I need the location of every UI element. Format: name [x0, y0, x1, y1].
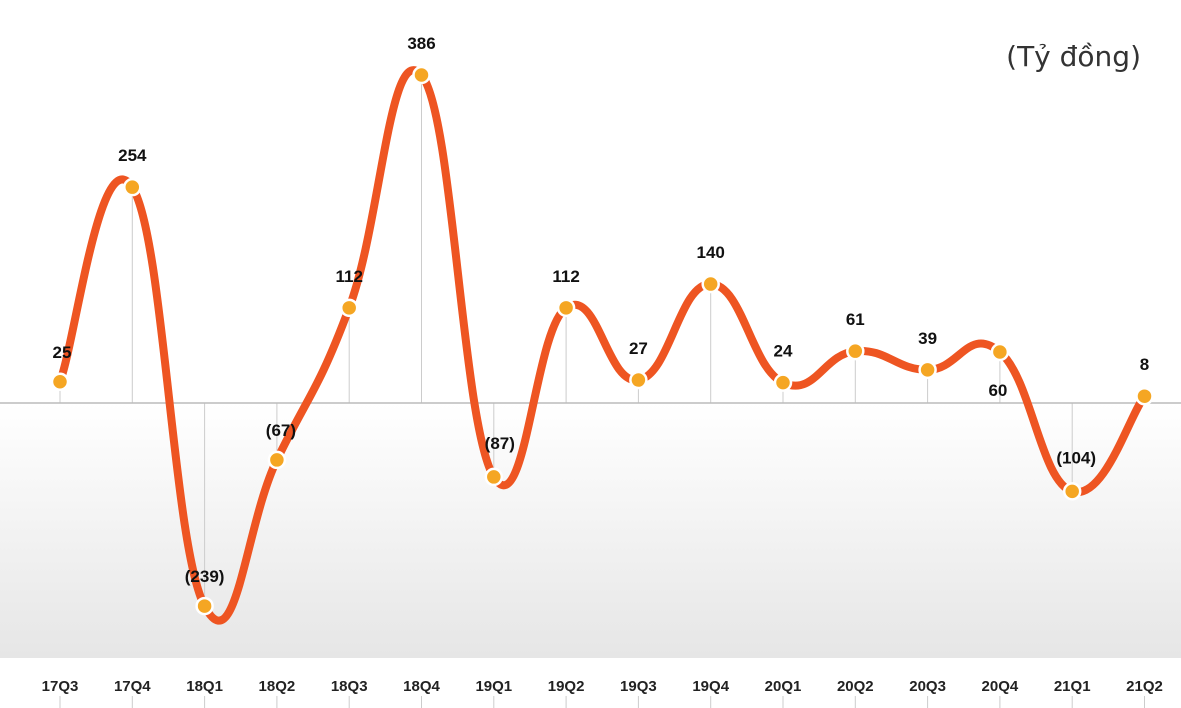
x-label-18Q1: 18Q1	[186, 678, 223, 695]
x-label-17Q3: 17Q3	[42, 678, 79, 695]
x-label-19Q4: 19Q4	[692, 678, 729, 695]
data-label-17Q3: 25	[53, 343, 72, 362]
data-point-20Q4	[990, 342, 1010, 362]
data-point-18Q1	[195, 596, 214, 616]
x-label-19Q1: 19Q1	[475, 678, 512, 695]
data-points	[50, 65, 1154, 616]
data-label-19Q3: 27	[629, 339, 648, 358]
data-point-20Q3	[918, 360, 937, 380]
data-label-18Q4: 386	[407, 34, 435, 53]
data-labels: 25 254 (239) (67) 112 386 (87) 112 27 140 24 61 39 60…	[53, 34, 1150, 586]
x-label-19Q3: 19Q3	[620, 678, 657, 695]
x-axis-ticks	[59, 696, 1145, 708]
data-point-18Q3	[339, 298, 359, 318]
data-point-20Q2	[846, 341, 865, 361]
x-label-19Q2: 19Q2	[548, 678, 585, 695]
data-label-18Q1: (239)	[185, 567, 225, 586]
data-label-19Q4: 140	[697, 243, 725, 262]
x-label-18Q2: 18Q2	[259, 678, 296, 695]
negative-region-background	[0, 403, 1181, 658]
data-point-20Q1	[773, 373, 793, 392]
data-point-19Q3	[629, 370, 648, 390]
data-point-19Q2	[556, 298, 576, 318]
x-label-20Q2: 20Q2	[837, 678, 874, 695]
data-point-18Q4	[412, 65, 431, 85]
x-label-21Q1: 21Q1	[1054, 678, 1091, 695]
data-point-21Q2	[1135, 386, 1154, 406]
data-point-19Q1	[484, 467, 504, 487]
data-point-18Q2	[267, 450, 287, 470]
data-point-21Q1	[1062, 482, 1082, 501]
x-axis-labels: 17Q3 17Q4 18Q1 18Q2 18Q3 18Q4 19Q1 19Q2 19Q3 19Q4…	[42, 678, 1163, 695]
data-label-19Q2: 112	[552, 267, 579, 286]
x-label-21Q2: 21Q2	[1126, 678, 1163, 695]
x-label-17Q4: 17Q4	[114, 678, 151, 695]
data-label-21Q2: 8	[1140, 355, 1149, 374]
x-label-20Q4: 20Q4	[982, 678, 1019, 695]
data-point-19Q4	[701, 274, 720, 294]
data-label-17Q4: 254	[118, 146, 147, 165]
data-point-17Q3	[50, 372, 70, 392]
x-label-18Q3: 18Q3	[331, 678, 368, 695]
data-point-17Q4	[123, 177, 142, 197]
data-label-21Q1: (104)	[1056, 448, 1096, 467]
x-label-20Q1: 20Q1	[765, 678, 802, 695]
data-label-18Q3: 112	[335, 267, 362, 286]
data-label-19Q1: (87)	[485, 434, 515, 453]
data-label-20Q1: 24	[774, 342, 793, 361]
unit-label: (Tỷ đồng)	[1006, 40, 1141, 73]
data-label-20Q4: 60	[988, 381, 1007, 400]
data-label-20Q3: 39	[918, 329, 937, 348]
x-label-20Q3: 20Q3	[909, 678, 946, 695]
x-label-18Q4: 18Q4	[403, 678, 440, 695]
data-label-20Q2: 61	[846, 310, 865, 329]
data-label-18Q2: (67)	[266, 421, 296, 440]
